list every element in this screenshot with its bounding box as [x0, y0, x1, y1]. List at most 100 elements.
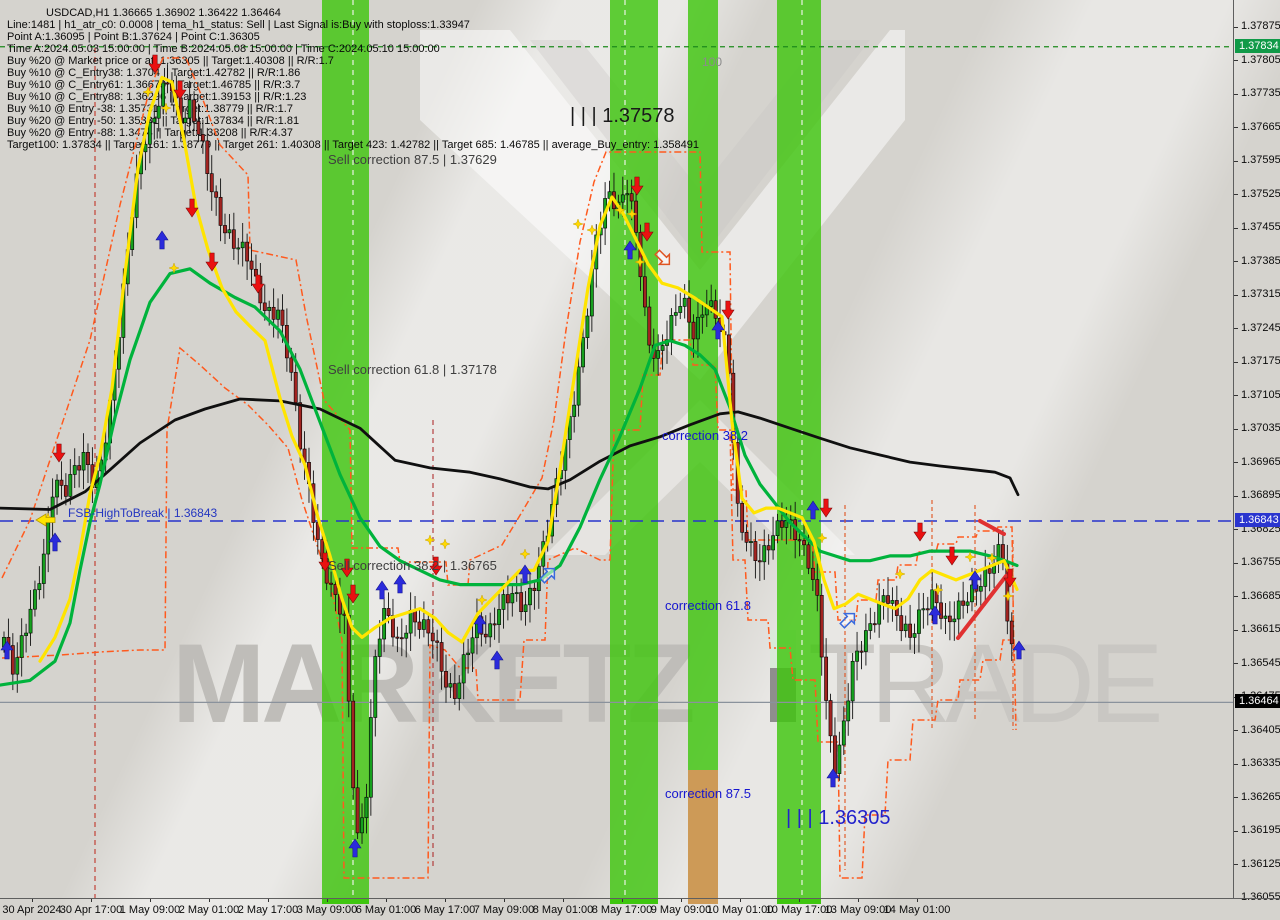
sell-arrow-icon [185, 198, 199, 218]
candle-body [939, 602, 943, 619]
candle-body [855, 650, 859, 662]
time-tick-label: 9 May 09:00 [650, 904, 712, 916]
chart-annotation: Sell correction 61.8 | 1.37178 [328, 362, 497, 377]
time-tick [858, 899, 859, 902]
candle-body [156, 105, 161, 119]
candle-body [921, 608, 926, 611]
time-tick-label: 6 May 17:00 [414, 904, 476, 916]
trend-segments [956, 519, 1008, 640]
candle-body [903, 623, 908, 632]
price-tick-label: 1.37735 [1241, 87, 1280, 100]
candle-body [899, 615, 904, 632]
price-tick-label: 1.36125 [1241, 857, 1280, 870]
star-icon [1002, 590, 1014, 602]
price-tick-label: 1.36545 [1241, 656, 1280, 669]
buy-arrow-icon [806, 500, 820, 520]
orange-band [688, 770, 718, 898]
time-tick-label: 13 May 09:00 [824, 904, 892, 916]
price-tick-label: 1.36405 [1241, 723, 1280, 736]
candle-body [766, 545, 771, 551]
candle-body [435, 640, 440, 643]
star-icon [614, 204, 626, 216]
sell-arrow-icon [318, 552, 332, 572]
candle-body [399, 637, 404, 640]
candle-body [691, 321, 696, 340]
candle-body [161, 82, 166, 107]
candle-body [276, 309, 280, 320]
candle-body [209, 173, 214, 193]
time-tick [150, 899, 151, 902]
candle-body [192, 99, 196, 122]
candle-body [395, 636, 400, 639]
chart-annotation: Sell correction 38.2 | 1.36765 [328, 558, 497, 573]
time-tick-label: 6 May 01:00 [355, 904, 417, 916]
moving-averages [0, 75, 1020, 687]
price-tick-label: 1.37805 [1241, 53, 1280, 66]
candle-body [912, 633, 917, 638]
candle-body [762, 545, 767, 563]
candle-body [970, 584, 974, 603]
candle-body [386, 608, 391, 616]
chart-annotation: | | | 1.36305 [786, 807, 891, 829]
candle-body [223, 225, 227, 234]
price-highlight-label: 1.37834 [1235, 38, 1280, 53]
candle-body [457, 682, 462, 699]
candle-body [267, 306, 272, 311]
chart-canvas[interactable]: MARKETZ TRADE USDCAD,H1 1.36665 1.36902 1.… [0, 0, 1233, 898]
candle-body [638, 232, 643, 278]
sell-arrow-icon [429, 556, 443, 576]
time-tick [563, 899, 564, 902]
star-icon [964, 551, 976, 563]
chart-annotations: Sell correction 87.5 | 1.37629 Sell corre… [68, 55, 891, 829]
hollow-arrow-icon [839, 612, 856, 629]
candle-body [63, 485, 68, 497]
candle-body [833, 735, 837, 774]
candle-body [10, 645, 15, 675]
price-axis[interactable]: 1.37875 1.37805 1.37735 1.37665 1.37595 1.375… [1233, 0, 1280, 903]
ma-yellow [38, 75, 1019, 663]
candle-body [196, 121, 201, 135]
buy-arrow-icon [393, 574, 407, 594]
buy-arrow-icon [348, 838, 362, 858]
candle-body [320, 539, 325, 560]
time-tick-label: 30 Apr 17:00 [59, 904, 123, 916]
candle-body [819, 594, 824, 658]
time-tick [327, 899, 328, 902]
price-tick-label: 1.37175 [1241, 355, 1280, 368]
price-tick [1234, 26, 1238, 28]
green-band [777, 0, 821, 898]
candle-body [877, 601, 882, 625]
candle-body [846, 700, 851, 722]
price-tick-label: 1.36965 [1241, 455, 1280, 468]
candle-body [943, 615, 948, 619]
candle-body [492, 623, 497, 626]
hollow-arrow-icon [539, 567, 556, 584]
time-tick-label: 10 May 01:00 [706, 904, 774, 916]
ma-black [0, 397, 1020, 511]
star-icon [932, 584, 944, 596]
candle-body [510, 593, 515, 604]
time-tick [917, 899, 918, 902]
time-axis[interactable]: 30 Apr 2024 30 Apr 17:00 1 May 09:00 2 May … [0, 898, 1280, 920]
price-tick-label: 1.37665 [1241, 120, 1280, 133]
sell-arrow-icon [1003, 568, 1017, 588]
green-band [688, 0, 718, 898]
candle-body [925, 608, 930, 611]
candle-body [585, 315, 590, 338]
sell-arrow-icon [640, 222, 654, 242]
time-tick-label: 7 May 09:00 [473, 904, 535, 916]
candle-body [364, 796, 369, 819]
price-tick-label: 1.36195 [1241, 824, 1280, 837]
candle-body [377, 638, 382, 657]
watermark-text-right: TRADE [808, 621, 1159, 746]
candle-body [841, 720, 846, 746]
candle-body [771, 535, 775, 551]
price-tick-label: 1.36335 [1241, 757, 1280, 770]
price-tick-label: 1.36685 [1241, 589, 1280, 602]
candle-body [673, 312, 678, 316]
candle-body [797, 539, 802, 542]
price-tick [1234, 495, 1238, 497]
candle-body [280, 309, 285, 326]
candle-body [687, 297, 692, 323]
candle-body [466, 652, 471, 656]
